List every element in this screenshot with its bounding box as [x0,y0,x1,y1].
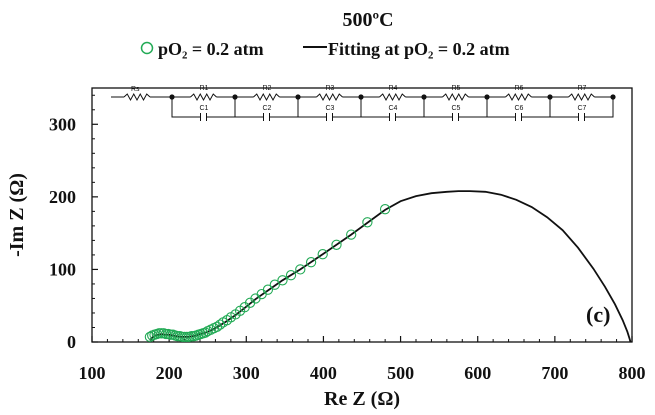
data-point [331,239,342,250]
chart-title: 500ºC [342,9,393,31]
resistor-label: R3 [326,85,335,92]
resistor-r1 [190,92,217,102]
data-point [277,275,288,286]
capacitor-label: C4 [389,105,398,112]
resistor-rs [123,92,151,102]
resistor-r7 [568,92,595,102]
legend-label-fit: Fitting at pO₂ = 0.2 atm [328,39,510,59]
resistor-label: R5 [452,85,461,92]
y-tick-label: 100 [49,259,76,279]
data-point [269,279,280,290]
x-axis: 100 200 300 400 500 600 700 800 [79,336,646,383]
data-point [346,229,357,240]
panel-label: (c) [586,302,610,327]
x-tick-label: 200 [156,363,183,383]
x-tick-label: 600 [464,363,491,383]
y-axis: 0 100 200 300 [49,94,98,352]
data-point [144,331,156,343]
resistor-r3 [316,92,343,102]
x-tick-label: 800 [619,363,646,383]
legend-marker-data [140,41,154,55]
x-tick-label: 700 [541,363,568,383]
capacitor-label: C1 [200,105,209,112]
resistor-label: R6 [515,85,524,92]
capacitor-label: C7 [578,105,587,112]
data-point [200,327,211,338]
resistor-label: R2 [263,85,272,92]
resistor-label: R4 [389,85,398,92]
capacitor-label: C5 [452,105,461,112]
y-tick-label: 0 [67,332,76,352]
y-axis-label: -Im Z (Ω) [6,173,28,257]
circuit-node [610,94,616,100]
resistor-r5 [442,92,469,102]
data-point [262,284,274,295]
plot-frame [91,87,633,343]
resistor-label: R7 [578,85,587,92]
data-point [379,204,391,215]
data-point [317,249,328,260]
x-axis-label: Re Z (Ω) [324,388,400,410]
x-tick-label: 100 [79,363,106,383]
data-series [144,204,391,343]
capacitor-label: C3 [326,105,335,112]
capacitor-label: C2 [263,105,272,112]
resistor-r2 [253,92,280,102]
capacitor-branch [549,97,614,118]
y-tick-label: 300 [49,114,76,134]
legend-label-data: pO₂ = 0.2 atm [158,39,264,59]
x-tick-label: 300 [233,363,260,383]
data-point [285,270,297,281]
data-point [305,257,317,268]
y-tick-label: 200 [49,187,76,207]
x-tick-label: 400 [310,363,337,383]
resistor-rs-label: Rs [131,86,140,93]
resistor-r4 [379,92,406,102]
equivalent-circuit-inset: Rs R1 C1 R2 C2 R3 C3 R4 C4 R5 C5 R6 C6 R7 C7 [111,85,616,121]
data-point [295,264,306,275]
legend: pO₂ = 0.2 atm Fitting at pO₂ = 0.2 atm [140,39,510,59]
x-tick-label: 500 [387,363,414,383]
capacitor-label: C6 [515,105,524,112]
data-point [362,217,373,228]
resistor-label: R1 [200,85,209,92]
resistor-r6 [505,92,532,102]
